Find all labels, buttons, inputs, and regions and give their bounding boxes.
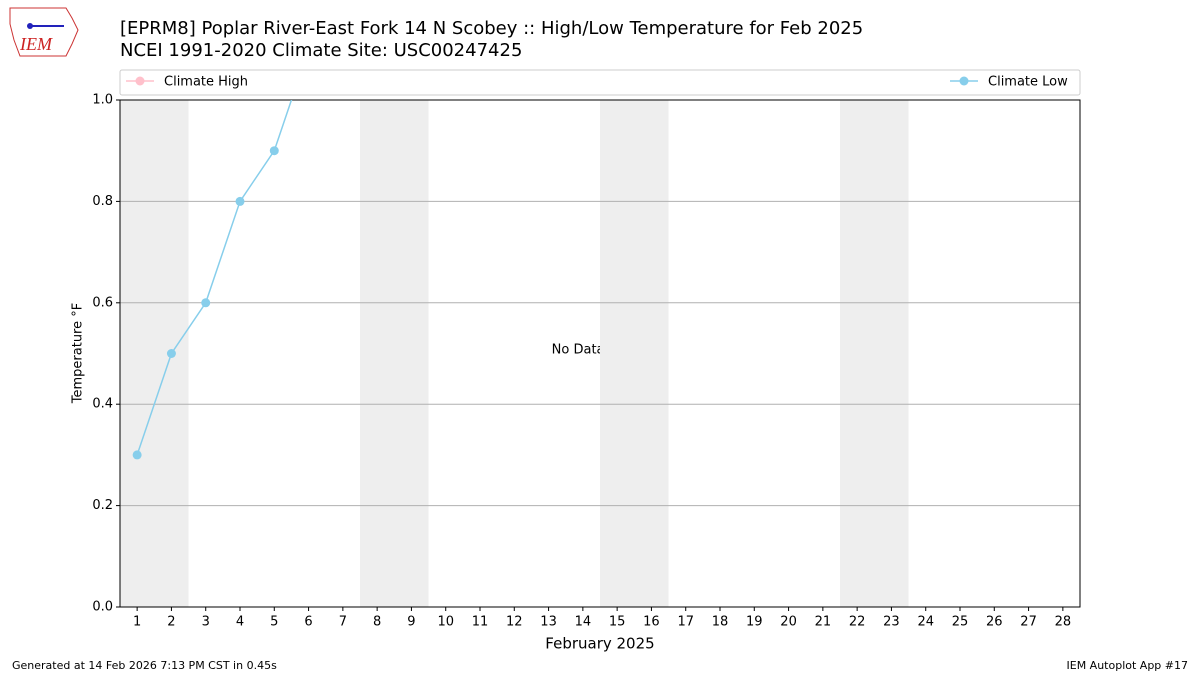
plot-area <box>132 100 293 460</box>
x-tick-label: 9 <box>407 615 415 630</box>
data-point <box>201 298 211 308</box>
footer-left: Generated at 14 Feb 2026 7:13 PM CST in … <box>12 659 277 672</box>
y-tick-label: 0.2 <box>92 498 113 513</box>
x-tick-label: 27 <box>1020 615 1037 630</box>
legend-label: Climate Low <box>988 75 1068 90</box>
x-tick-label: 11 <box>472 615 489 630</box>
weekend-band <box>600 100 669 607</box>
y-tick-label: 1.0 <box>92 93 113 108</box>
weekend-band <box>120 100 189 607</box>
x-tick-label: 8 <box>373 615 381 630</box>
chart-subtitle: NCEI 1991-2020 Climate Site: USC00247425 <box>120 40 522 61</box>
x-tick-label: 28 <box>1055 615 1072 630</box>
plot-frame <box>119 99 1081 608</box>
x-tick-label: 7 <box>339 615 347 630</box>
weekend-band <box>840 100 909 607</box>
x-tick-label: 25 <box>952 615 969 630</box>
x-tick-label: 18 <box>712 615 729 630</box>
x-tick-label: 2 <box>167 615 175 630</box>
legend-label: Climate High <box>164 75 248 90</box>
data-point <box>235 196 245 206</box>
series-line <box>136 100 293 456</box>
x-tick-label: 1 <box>133 615 141 630</box>
x-tick-label: 15 <box>609 615 626 630</box>
x-tick-label: 6 <box>304 615 312 630</box>
logo <box>9 7 79 57</box>
x-tick-label: 16 <box>643 615 660 630</box>
y-tick-label: 0.6 <box>92 295 113 310</box>
data-point <box>166 349 176 358</box>
chart-title: [EPRM8] Poplar River-East Fork 14 N Scob… <box>120 18 863 39</box>
x-tick-label: 3 <box>202 615 210 630</box>
y-tick-label: 0.4 <box>92 397 113 412</box>
x-tick-label: 24 <box>917 615 934 630</box>
footer-right: IEM Autoplot App #17 <box>1067 659 1189 672</box>
x-tick-label: 19 <box>746 615 763 630</box>
data-point <box>269 146 279 156</box>
x-tick-label: 20 <box>780 615 797 630</box>
x-tick-label: 13 <box>540 615 557 630</box>
legend <box>119 69 1081 96</box>
legend-marker <box>135 76 145 86</box>
x-tick-label: 4 <box>236 615 244 630</box>
y-axis-label: Temperature °F <box>71 303 86 404</box>
x-tick-label: 17 <box>677 615 694 630</box>
legend-marker <box>959 76 969 86</box>
x-tick-label: 12 <box>506 615 523 630</box>
x-tick-label: 14 <box>575 615 592 630</box>
x-tick-label: 21 <box>815 615 832 630</box>
x-tick-label: 23 <box>883 615 900 630</box>
y-tick-label: 0.8 <box>92 194 113 209</box>
x-axis-label: February 2025 <box>545 635 654 653</box>
y-tick-label: 0.0 <box>92 600 113 615</box>
x-tick-label: 22 <box>849 615 866 630</box>
x-tick-label: 5 <box>270 615 278 630</box>
weekend-band <box>360 100 429 607</box>
x-tick-label: 26 <box>986 615 1003 630</box>
data-point <box>132 450 142 460</box>
x-tick-label: 10 <box>437 615 454 630</box>
logo-text: IEM <box>19 34 53 54</box>
